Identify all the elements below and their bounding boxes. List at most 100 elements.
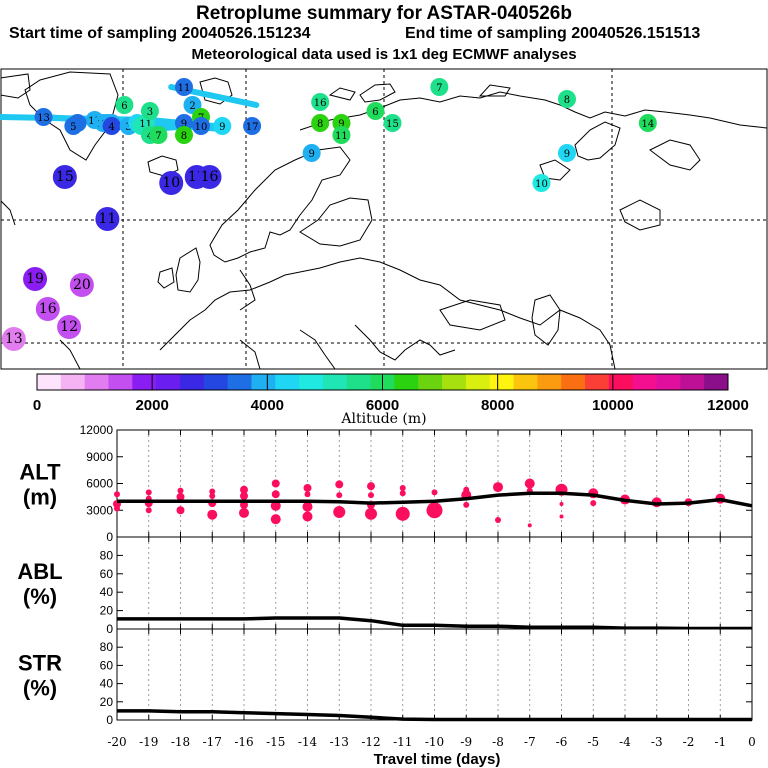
x-tick-label: -4 <box>619 735 631 749</box>
cluster-point <box>335 480 344 489</box>
x-tick-label: -2 <box>683 735 695 749</box>
cluster-point <box>302 511 313 522</box>
x-tick-label: -7 <box>524 735 536 749</box>
panel-label: (m) <box>23 485 57 510</box>
centroid-marker: 13 <box>1 327 26 351</box>
x-tick-label: -17 <box>203 735 222 749</box>
centroid-label: 16 <box>314 98 327 109</box>
panel-label: (%) <box>23 584 57 609</box>
colorbar-segment <box>108 374 133 390</box>
centroid-marker: 6 <box>366 102 385 120</box>
colorbar-segment <box>489 374 514 390</box>
centroid-dot <box>115 96 134 114</box>
y-tick-label: 80 <box>100 640 114 654</box>
colorbar-segment <box>394 374 419 390</box>
centroid-label: 10 <box>195 122 208 133</box>
y-tick-label: 3000 <box>86 503 113 517</box>
y-tick-label: 60 <box>100 658 114 672</box>
cluster-point <box>271 490 280 499</box>
centroid-dot <box>35 297 60 321</box>
centroid-marker: 10 <box>532 174 551 192</box>
x-tick-label: -5 <box>587 735 599 749</box>
centroid-label: 7 <box>155 131 161 142</box>
colorbar-segment <box>322 374 348 390</box>
x-axis-label: Travel time (days) <box>374 751 501 768</box>
colorbar-segment <box>561 374 586 390</box>
panel-label: ALT <box>19 460 61 485</box>
centroid-marker: 10 <box>192 117 211 135</box>
colorbar-segment <box>37 374 62 390</box>
centroid-marker: 11 <box>332 126 351 144</box>
colorbar-tick-label: 0 <box>33 397 41 414</box>
centroid-dot <box>638 114 657 132</box>
centroid-label: 5 <box>70 122 76 133</box>
centroid-label: 9 <box>338 119 344 130</box>
cluster-point <box>395 506 410 521</box>
y-tick-label: 80 <box>100 548 114 562</box>
centroid-dot <box>192 117 211 135</box>
coastlines <box>1 71 767 369</box>
cluster-point <box>270 514 281 525</box>
centroid-dot <box>64 117 83 135</box>
centroid-marker: 10 <box>159 171 184 195</box>
colorbar-segment <box>60 374 86 390</box>
start-time-label: Start time of sampling 20040526.151234 <box>9 25 311 42</box>
x-tick-label: -16 <box>234 735 253 749</box>
centroid-marker: 9 <box>213 117 232 135</box>
cluster-point <box>495 517 501 524</box>
colorbar-segment <box>680 374 705 390</box>
y-tick-label: 12000 <box>80 423 114 437</box>
centroid-dot <box>197 165 222 189</box>
centroid-marker: 11 <box>174 78 193 96</box>
centroid-marker: 4 <box>102 117 121 135</box>
colorbar-segment <box>704 374 729 390</box>
cluster-point <box>145 489 152 496</box>
cluster-point <box>271 479 280 488</box>
centroid-label: 10 <box>162 175 180 191</box>
colorbar-tick-label: 10000 <box>592 397 634 414</box>
centroid-label: 11 <box>139 119 152 130</box>
centroid-label: 8 <box>317 119 323 130</box>
centroid-dot <box>140 102 159 120</box>
centroid-label: 9 <box>181 119 187 130</box>
centroid-dot <box>174 126 193 144</box>
centroid-dot <box>383 114 402 132</box>
cluster-point <box>524 478 535 489</box>
colorbar-segment <box>156 374 181 390</box>
centroid-label: 11 <box>98 211 116 227</box>
cluster-point <box>270 500 281 511</box>
colorbar-segment <box>132 374 157 390</box>
cluster-point <box>493 482 503 493</box>
altitude-axis-label: Altitude (m) <box>340 411 426 427</box>
cluster-point <box>399 484 406 491</box>
cluster-point <box>240 485 248 494</box>
y-tick-label: 0 <box>106 713 113 727</box>
centroid-label: 13 <box>37 113 50 124</box>
centroid-label: 11 <box>178 83 191 94</box>
colorbar-tick-label: 12000 <box>707 397 749 414</box>
colorbar-segment <box>608 374 634 390</box>
centroid-dot <box>34 108 53 126</box>
centroid-label: 7 <box>436 83 442 94</box>
centroid-label: 20 <box>73 277 91 293</box>
x-tick-label: -11 <box>393 735 412 749</box>
centroid-dot <box>213 117 232 135</box>
centroid-dot <box>102 117 121 135</box>
colorbar-segment <box>537 374 562 390</box>
centroid-dot <box>557 90 576 108</box>
centroid-dot <box>366 102 385 120</box>
x-tick-label: -10 <box>425 735 444 749</box>
centroid-marker: 9 <box>302 144 321 162</box>
centroid-label: 3 <box>147 107 153 118</box>
centroid-marker: 16 <box>197 165 222 189</box>
centroid-dot <box>1 327 26 351</box>
series-line <box>117 709 752 722</box>
colorbar-segment <box>632 374 657 390</box>
y-tick-label: 20 <box>100 695 114 709</box>
y-tick-label: 0 <box>106 530 113 544</box>
centroid-marker: 16 <box>35 297 60 321</box>
centroid-dot <box>149 126 168 144</box>
centroid-label: 2 <box>189 101 195 112</box>
x-tick-label: -13 <box>330 735 349 749</box>
centroid-marker: 15 <box>52 165 77 189</box>
